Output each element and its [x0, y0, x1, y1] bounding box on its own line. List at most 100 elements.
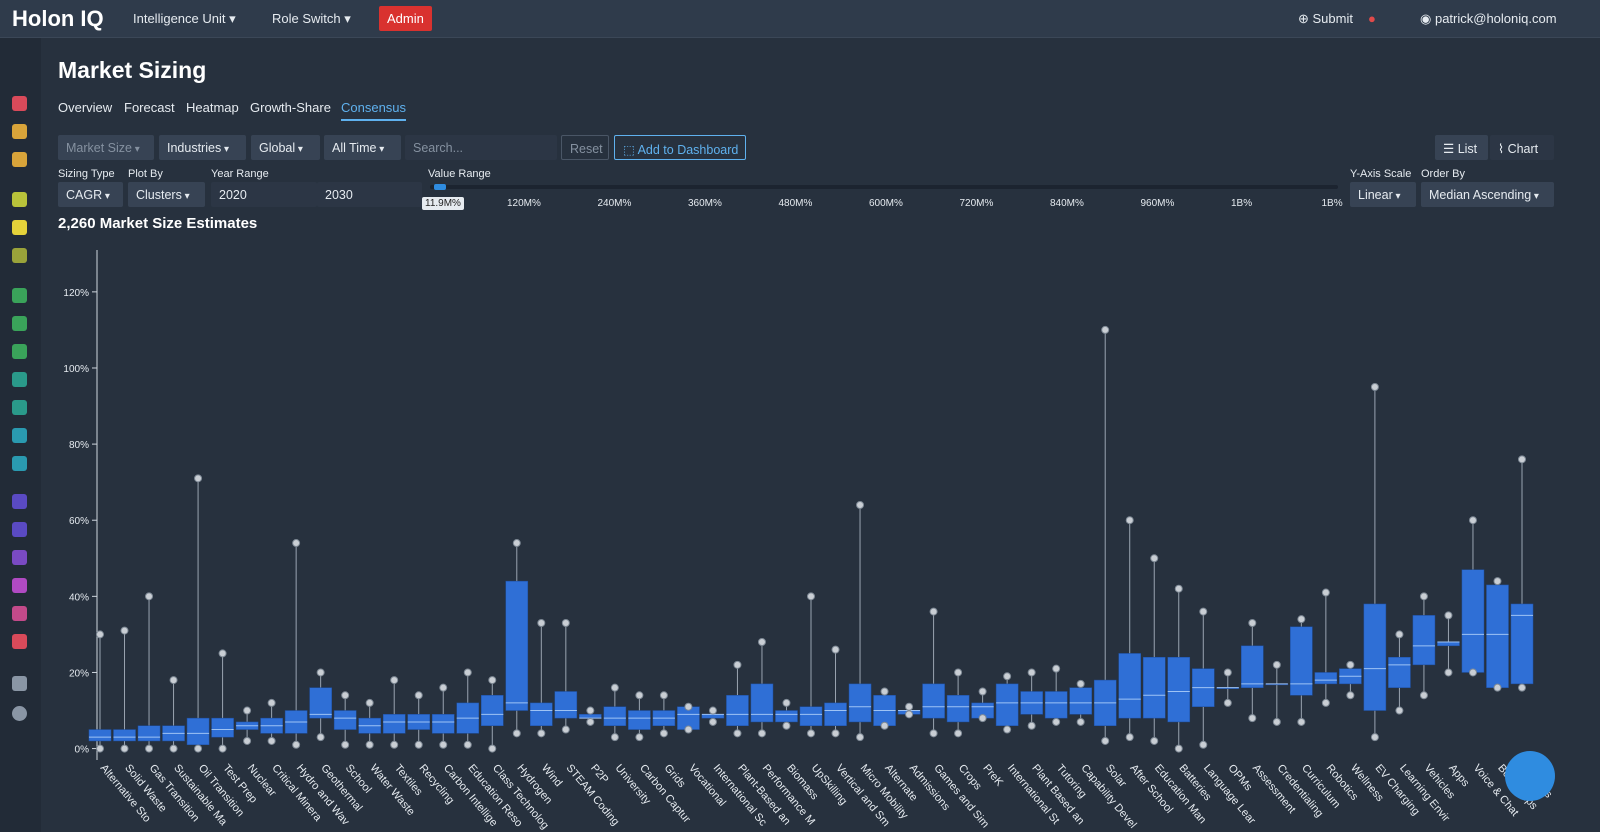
point: [390, 676, 399, 685]
point: [145, 592, 154, 601]
tab[interactable]: Forecast: [124, 100, 175, 115]
tab[interactable]: Growth-Share: [250, 100, 331, 115]
point: [512, 729, 521, 738]
user-email: patrick@holoniq.com: [1434, 11, 1557, 26]
chat-button[interactable]: [1505, 751, 1555, 801]
search-input[interactable]: Search...: [405, 135, 557, 160]
point: [512, 539, 521, 548]
point: [120, 626, 129, 635]
y-tick-label: 100%: [63, 364, 89, 375]
select[interactable]: CAGR: [58, 182, 123, 207]
role-menu[interactable]: Role Switch ▾: [272, 11, 351, 26]
point: [831, 729, 840, 738]
nav-icon[interactable]: [12, 456, 27, 471]
nav-icon[interactable]: [12, 96, 27, 111]
nav-icon[interactable]: [12, 550, 27, 565]
year-to[interactable]: 2030: [317, 182, 422, 207]
nav-icon[interactable]: [12, 400, 27, 415]
select[interactable]: Market Size: [58, 135, 154, 160]
nav-icon[interactable]: [12, 634, 27, 649]
nav-icon[interactable]: [12, 522, 27, 537]
nav-icon[interactable]: [12, 192, 27, 207]
point: [831, 645, 840, 654]
nav-icon[interactable]: [12, 124, 27, 139]
point: [1444, 611, 1453, 620]
point: [610, 733, 619, 742]
point: [267, 736, 276, 745]
range-tick: 840M%: [1050, 198, 1084, 209]
box: [824, 702, 847, 726]
select[interactable]: Clusters: [128, 182, 205, 207]
control-label: Sizing Type: [58, 168, 115, 180]
point: [610, 683, 619, 692]
point: [1395, 706, 1404, 715]
range-tick: 120M%: [507, 198, 541, 209]
point: [1468, 668, 1477, 677]
control-label: Value Range: [428, 168, 491, 180]
nav-icon[interactable]: [12, 606, 27, 621]
point: [905, 710, 914, 719]
unit-menu[interactable]: Intelligence Unit ▾: [133, 11, 236, 26]
add-dashboard-button[interactable]: ⬚ Add to Dashboard: [614, 135, 746, 160]
point: [1493, 577, 1502, 586]
button-text: Add to Dashboard: [637, 143, 739, 157]
point: [1346, 691, 1355, 700]
nav-icon[interactable]: [12, 344, 27, 359]
point: [1027, 668, 1036, 677]
box: [1044, 691, 1068, 719]
nav-icon[interactable]: [12, 316, 27, 331]
chart-view[interactable]: ⌇ Chart: [1490, 135, 1554, 160]
tab[interactable]: Consensus: [341, 100, 407, 121]
point: [1493, 683, 1502, 692]
reset-button[interactable]: Reset: [561, 135, 609, 160]
tab[interactable]: Heatmap: [186, 100, 239, 115]
point: [365, 698, 374, 707]
range-tick: 720M%: [959, 198, 994, 209]
user-menu[interactable]: ◉ patrick@holoniq.com: [1420, 11, 1557, 26]
y-tick-label: 40%: [69, 592, 89, 603]
point: [341, 691, 350, 700]
year-from[interactable]: 2020: [211, 182, 317, 207]
nav-icon[interactable]: [12, 676, 27, 691]
box: [1167, 656, 1191, 723]
select[interactable]: Global: [251, 135, 320, 160]
nav-icon[interactable]: [12, 220, 27, 235]
nav-icon[interactable]: [12, 152, 27, 167]
select[interactable]: Median Ascending: [1421, 182, 1554, 207]
point: [1052, 717, 1061, 726]
point: [880, 687, 889, 696]
point: [218, 649, 227, 658]
box: [701, 714, 725, 719]
point: [1248, 618, 1257, 627]
point: [954, 729, 963, 738]
nav-icon[interactable]: [12, 706, 27, 721]
point: [1346, 660, 1355, 669]
select[interactable]: Linear: [1350, 182, 1416, 207]
point: [1297, 717, 1306, 726]
count-title: 2,260 Market Size Estimates: [58, 215, 258, 232]
logo[interactable]: Holon IQ: [12, 6, 104, 31]
nav-icon[interactable]: [12, 288, 27, 303]
nav-icon[interactable]: [12, 578, 27, 593]
nav-icon[interactable]: [12, 372, 27, 387]
nav-icon[interactable]: [12, 428, 27, 443]
submit-button[interactable]: ⊕ Submit: [1298, 11, 1353, 26]
point: [807, 592, 815, 601]
range-tick: 960M%: [1140, 198, 1175, 209]
point: [145, 744, 154, 753]
point: [856, 501, 865, 509]
point: [439, 683, 448, 692]
list-view[interactable]: ☰ List: [1435, 135, 1488, 160]
nav-icon[interactable]: [12, 494, 27, 509]
box: [1142, 656, 1166, 719]
admin-button[interactable]: Admin: [379, 6, 432, 31]
nav-icon[interactable]: [12, 248, 27, 263]
box: [946, 695, 970, 723]
select[interactable]: Industries: [159, 135, 246, 160]
select[interactable]: All Time: [324, 135, 401, 160]
box: [726, 695, 749, 726]
range-handle[interactable]: [434, 184, 446, 190]
range-track[interactable]: [430, 185, 1338, 189]
tab[interactable]: Overview: [58, 100, 113, 115]
bell[interactable]: ●: [1368, 11, 1376, 26]
